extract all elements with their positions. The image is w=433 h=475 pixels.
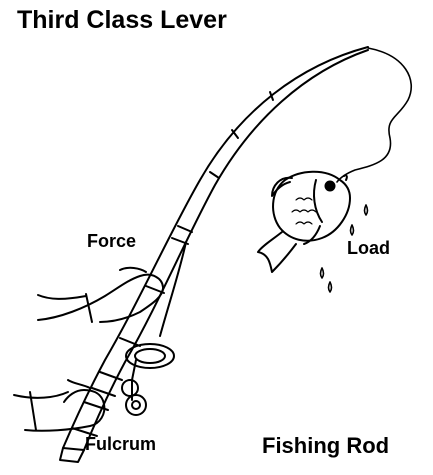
reel-icon (121, 343, 175, 416)
fulcrum-label: Fulcrum (85, 434, 157, 454)
load-label: Load (347, 238, 390, 258)
fishing-line (336, 47, 413, 183)
water-drop-icon (319, 204, 369, 293)
object-caption: Fishing Rod (262, 433, 390, 458)
fish-icon (257, 170, 351, 273)
lower-hand-icon (13, 379, 106, 432)
diagram-title: Third Class Lever (17, 6, 227, 34)
force-label: Force (87, 231, 137, 251)
fishing-rod-icon (59, 46, 369, 463)
upper-hand-icon (37, 266, 165, 323)
